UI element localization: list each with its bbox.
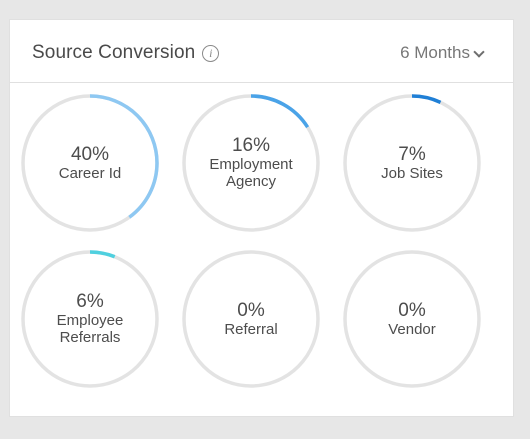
source-ring-job-sites[interactable]: 7% Job Sites [342, 93, 482, 233]
ring-percent: 40% [70, 143, 110, 165]
progress-ring-icon [182, 94, 320, 232]
card-title: Source Conversion [32, 42, 196, 63]
ring-label: Employment Agency [209, 156, 293, 190]
ring-percent: 0% [398, 299, 426, 321]
info-icon[interactable]: i [202, 44, 220, 62]
source-ring-employment-agency[interactable]: 16% Employment Agency [181, 93, 321, 233]
title-group: Source Conversion i [32, 42, 220, 64]
source-ring-career-id[interactable]: 40% Career Id [20, 93, 160, 233]
source-ring-referral[interactable]: 0% Referral [181, 249, 321, 389]
progress-ring-icon [21, 94, 159, 232]
period-label: 6 Months [400, 43, 470, 62]
progress-ring-icon [182, 250, 320, 388]
progress-ring-icon [343, 250, 481, 388]
ring-label: Vendor [388, 320, 436, 338]
period-dropdown[interactable]: 6 Months [400, 43, 485, 63]
source-ring-vendor[interactable]: 0% Vendor [342, 249, 482, 389]
card-header: Source Conversion i 6 Months [10, 20, 513, 83]
progress-ring-icon [21, 250, 159, 388]
ring-label: Referral [224, 320, 278, 338]
chevron-down-icon [473, 45, 485, 58]
ring-label: Job Sites [381, 164, 443, 182]
source-ring-employee-referrals[interactable]: 6% Employee Referrals [20, 249, 160, 389]
ring-percent: 6% [76, 291, 104, 312]
ring-label: Employee Referrals [56, 312, 124, 346]
ring-percent: 16% [231, 135, 271, 156]
ring-percent: 0% [237, 299, 265, 321]
progress-ring-icon [343, 94, 481, 232]
ring-label: Career Id [58, 164, 122, 182]
ring-percent: 7% [398, 143, 426, 165]
source-conversion-card: Source Conversion i 6 Months [9, 19, 514, 417]
